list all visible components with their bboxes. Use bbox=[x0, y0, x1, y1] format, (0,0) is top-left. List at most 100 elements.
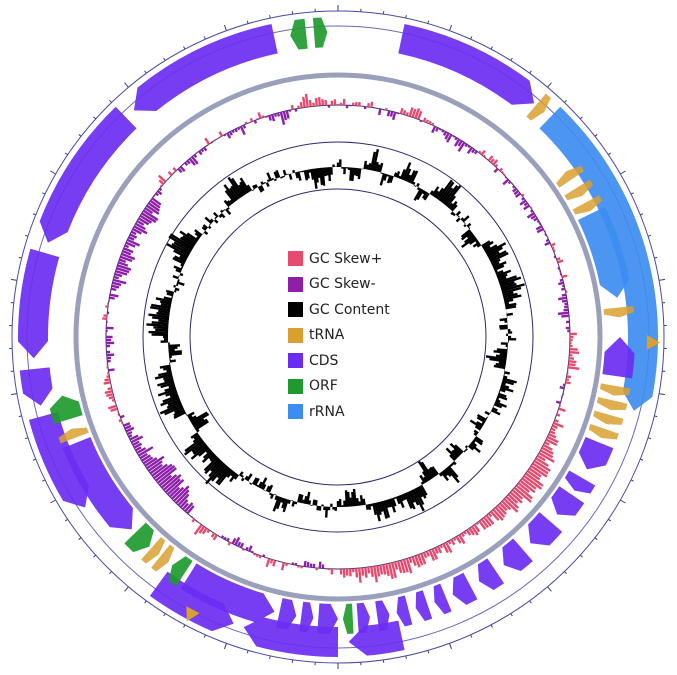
trna-feature bbox=[526, 93, 551, 121]
gc-skew-bar bbox=[241, 548, 245, 551]
gc-skew-bar bbox=[226, 132, 232, 139]
gc-skew-bar bbox=[367, 566, 371, 574]
gc-content-bar bbox=[416, 486, 424, 498]
gc-content-bar bbox=[472, 439, 476, 444]
gc-skew-bar bbox=[120, 252, 136, 261]
gc-skew-bar bbox=[105, 392, 114, 398]
gc-content-bar bbox=[227, 176, 243, 198]
gc-content-bar bbox=[179, 272, 184, 277]
gc-skew-bar bbox=[273, 113, 278, 118]
gc-skew-bar bbox=[146, 455, 165, 470]
gc-skew-bar bbox=[530, 206, 533, 210]
gc-skew-bar bbox=[405, 558, 413, 574]
gc-skew-bar bbox=[389, 111, 394, 117]
gc-content-bar bbox=[408, 490, 416, 503]
gc-content-bar bbox=[442, 184, 459, 205]
gc-content-bar bbox=[174, 287, 180, 292]
gc-content-bar bbox=[476, 416, 486, 424]
cds-feature bbox=[18, 248, 60, 359]
cds-feature bbox=[433, 583, 452, 615]
gc-skew-bar bbox=[191, 515, 194, 519]
gc-content-bar bbox=[484, 244, 498, 254]
gc-skew-bar bbox=[485, 514, 495, 525]
gc-content-bar bbox=[383, 173, 388, 181]
gc-content-bar bbox=[168, 352, 182, 356]
orf-feature bbox=[49, 395, 83, 424]
gc-skew-bar bbox=[234, 536, 241, 546]
gc-content-bar bbox=[263, 181, 266, 185]
gc-content-bar bbox=[395, 496, 401, 505]
gc-skew-bar bbox=[249, 117, 254, 122]
gc-content-bar bbox=[460, 230, 473, 241]
gc-skew-bar bbox=[149, 463, 163, 475]
gc-content-bar bbox=[180, 266, 184, 269]
gc-content-bar bbox=[259, 477, 268, 490]
gc-content-bar bbox=[438, 181, 455, 202]
gc-content-bar bbox=[496, 348, 508, 352]
gc-content-bar bbox=[461, 236, 477, 249]
gc-content-bar bbox=[198, 446, 210, 457]
gc-content-bar bbox=[484, 410, 491, 416]
gc-skew-bar bbox=[126, 238, 141, 247]
legend-label: CDS bbox=[309, 352, 339, 369]
gc-content-bar bbox=[379, 173, 386, 186]
gc-skew-bar bbox=[536, 227, 544, 234]
scale-tick bbox=[620, 499, 626, 504]
gc-content-bar bbox=[391, 497, 397, 507]
trna-feature bbox=[151, 544, 175, 572]
gc-content-bar bbox=[223, 184, 238, 202]
gc-skew-bar bbox=[112, 281, 122, 287]
gc-skew-bar bbox=[258, 555, 262, 559]
trna-feature bbox=[588, 423, 619, 440]
gc-skew-plus-swatch bbox=[288, 251, 303, 267]
gc-skew-bar bbox=[490, 510, 500, 521]
gc-skew-bar bbox=[386, 110, 391, 117]
gc-skew-bar bbox=[414, 108, 421, 119]
gc-content-bar bbox=[312, 499, 316, 506]
gc-skew-bar bbox=[565, 378, 570, 381]
gc-content-bar bbox=[506, 312, 513, 317]
gc-content-bar bbox=[444, 185, 462, 206]
gc-skew-bar bbox=[104, 378, 111, 382]
gc-skew-bar bbox=[541, 446, 554, 455]
gc-content-bar bbox=[467, 444, 475, 451]
gc-skew-bar bbox=[453, 138, 461, 147]
gc-content-bar bbox=[493, 364, 506, 370]
gc-content-bar bbox=[280, 176, 283, 179]
gc-content-bar bbox=[224, 189, 236, 203]
cds-feature bbox=[62, 437, 133, 530]
gc-skew-bar bbox=[113, 275, 119, 280]
gc-content-bar bbox=[410, 489, 420, 506]
gc-content-bar bbox=[455, 217, 461, 223]
gc-skew-bar bbox=[123, 422, 131, 427]
gc-skew-bar bbox=[158, 187, 163, 192]
gc-skew-bar bbox=[108, 395, 115, 400]
gc-content-bar bbox=[447, 202, 454, 209]
scale-tick bbox=[223, 24, 227, 31]
gc-skew-bar bbox=[139, 214, 153, 224]
gc-skew-bar bbox=[431, 548, 439, 560]
gc-skew-bar bbox=[507, 493, 519, 504]
gc-skew-bar bbox=[553, 255, 557, 259]
gc-content-bar bbox=[261, 483, 267, 490]
gc-content-bar bbox=[365, 504, 369, 510]
cds-feature bbox=[356, 602, 370, 634]
gc-content-bar bbox=[496, 269, 512, 278]
gc-skew-bar bbox=[223, 133, 227, 137]
gc-content-bar bbox=[201, 451, 214, 463]
gc-skew-bar bbox=[276, 112, 281, 117]
gc-content-bar bbox=[267, 484, 274, 493]
gc-skew-bar bbox=[132, 227, 142, 235]
gc-content-bar bbox=[158, 319, 169, 323]
gc-content-bar bbox=[159, 300, 172, 306]
gc-content-bar bbox=[321, 167, 326, 186]
gc-skew-bar bbox=[568, 360, 577, 364]
scale-tick bbox=[579, 554, 583, 558]
gc-content-bar bbox=[503, 292, 518, 299]
gc-skew-bar bbox=[487, 512, 493, 518]
gc-content-bar bbox=[404, 168, 412, 182]
gc-content-bar bbox=[257, 185, 263, 193]
gc-content-bar bbox=[363, 160, 368, 170]
gc-content-bar bbox=[212, 211, 219, 218]
gc-content-bar bbox=[275, 169, 281, 178]
